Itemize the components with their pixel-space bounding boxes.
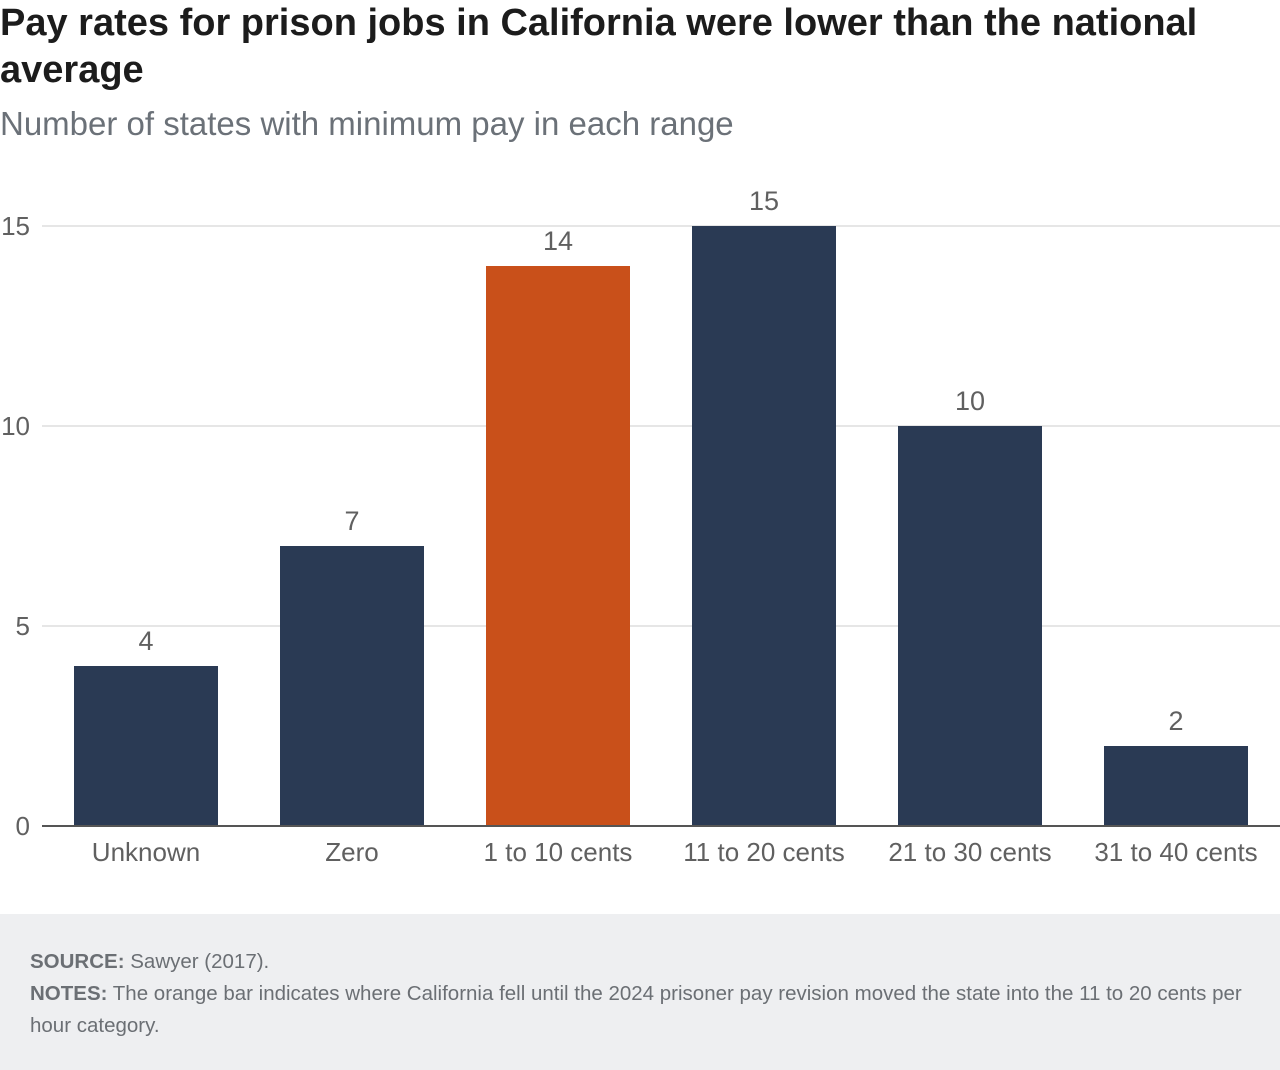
y-tick-label: 15 <box>1 211 30 241</box>
data-labels: 4 7 14 15 10 2 <box>138 186 1183 736</box>
notes-line: NOTES: The orange bar indicates where Ca… <box>30 978 1250 1042</box>
bar <box>280 546 424 826</box>
data-label: 15 <box>749 186 779 216</box>
y-tick-label: 0 <box>16 811 30 841</box>
data-label: 4 <box>138 626 153 656</box>
data-label: 2 <box>1168 706 1183 736</box>
data-label: 14 <box>543 226 573 256</box>
x-tick-label: Zero <box>325 837 378 867</box>
x-tick-label: 1 to 10 cents <box>484 837 633 867</box>
data-label: 7 <box>344 506 359 536</box>
x-tick-label: 31 to 40 cents <box>1094 837 1257 867</box>
gridlines <box>42 225 1280 627</box>
chart-footer: SOURCE: Sawyer (2017). NOTES: The orange… <box>0 914 1280 1070</box>
x-tick-label: 21 to 30 cents <box>888 837 1051 867</box>
bar <box>74 666 218 826</box>
bar <box>692 226 836 826</box>
data-label: 10 <box>955 386 985 416</box>
bar <box>898 426 1042 826</box>
bar <box>1104 746 1248 826</box>
bar <box>486 266 630 826</box>
y-tick-labels: 0 5 10 15 <box>1 211 30 841</box>
bars <box>74 226 1248 826</box>
notes-label: NOTES: <box>30 982 108 1005</box>
notes-text: The orange bar indicates where Californi… <box>30 982 1242 1037</box>
source-text: Sawyer (2017). <box>124 950 270 973</box>
x-tick-labels: Unknown Zero 1 to 10 cents 11 to 20 cents 21… <box>92 837 1258 867</box>
source-line: SOURCE: Sawyer (2017). <box>30 946 1250 978</box>
x-tick-label: Unknown <box>92 837 200 867</box>
chart-subtitle: Number of states with minimum pay in eac… <box>0 105 734 142</box>
y-tick-label: 10 <box>1 411 30 441</box>
source-label: SOURCE: <box>30 950 125 973</box>
y-tick-label: 5 <box>16 611 30 641</box>
x-tick-label: 11 to 20 cents <box>683 837 844 867</box>
chart-title: Pay rates for prison jobs in California … <box>0 2 1198 91</box>
bar-chart: 0 5 10 15 4 7 14 15 10 2 Unknown Zero 1 to 10 cent… <box>1 186 1280 867</box>
